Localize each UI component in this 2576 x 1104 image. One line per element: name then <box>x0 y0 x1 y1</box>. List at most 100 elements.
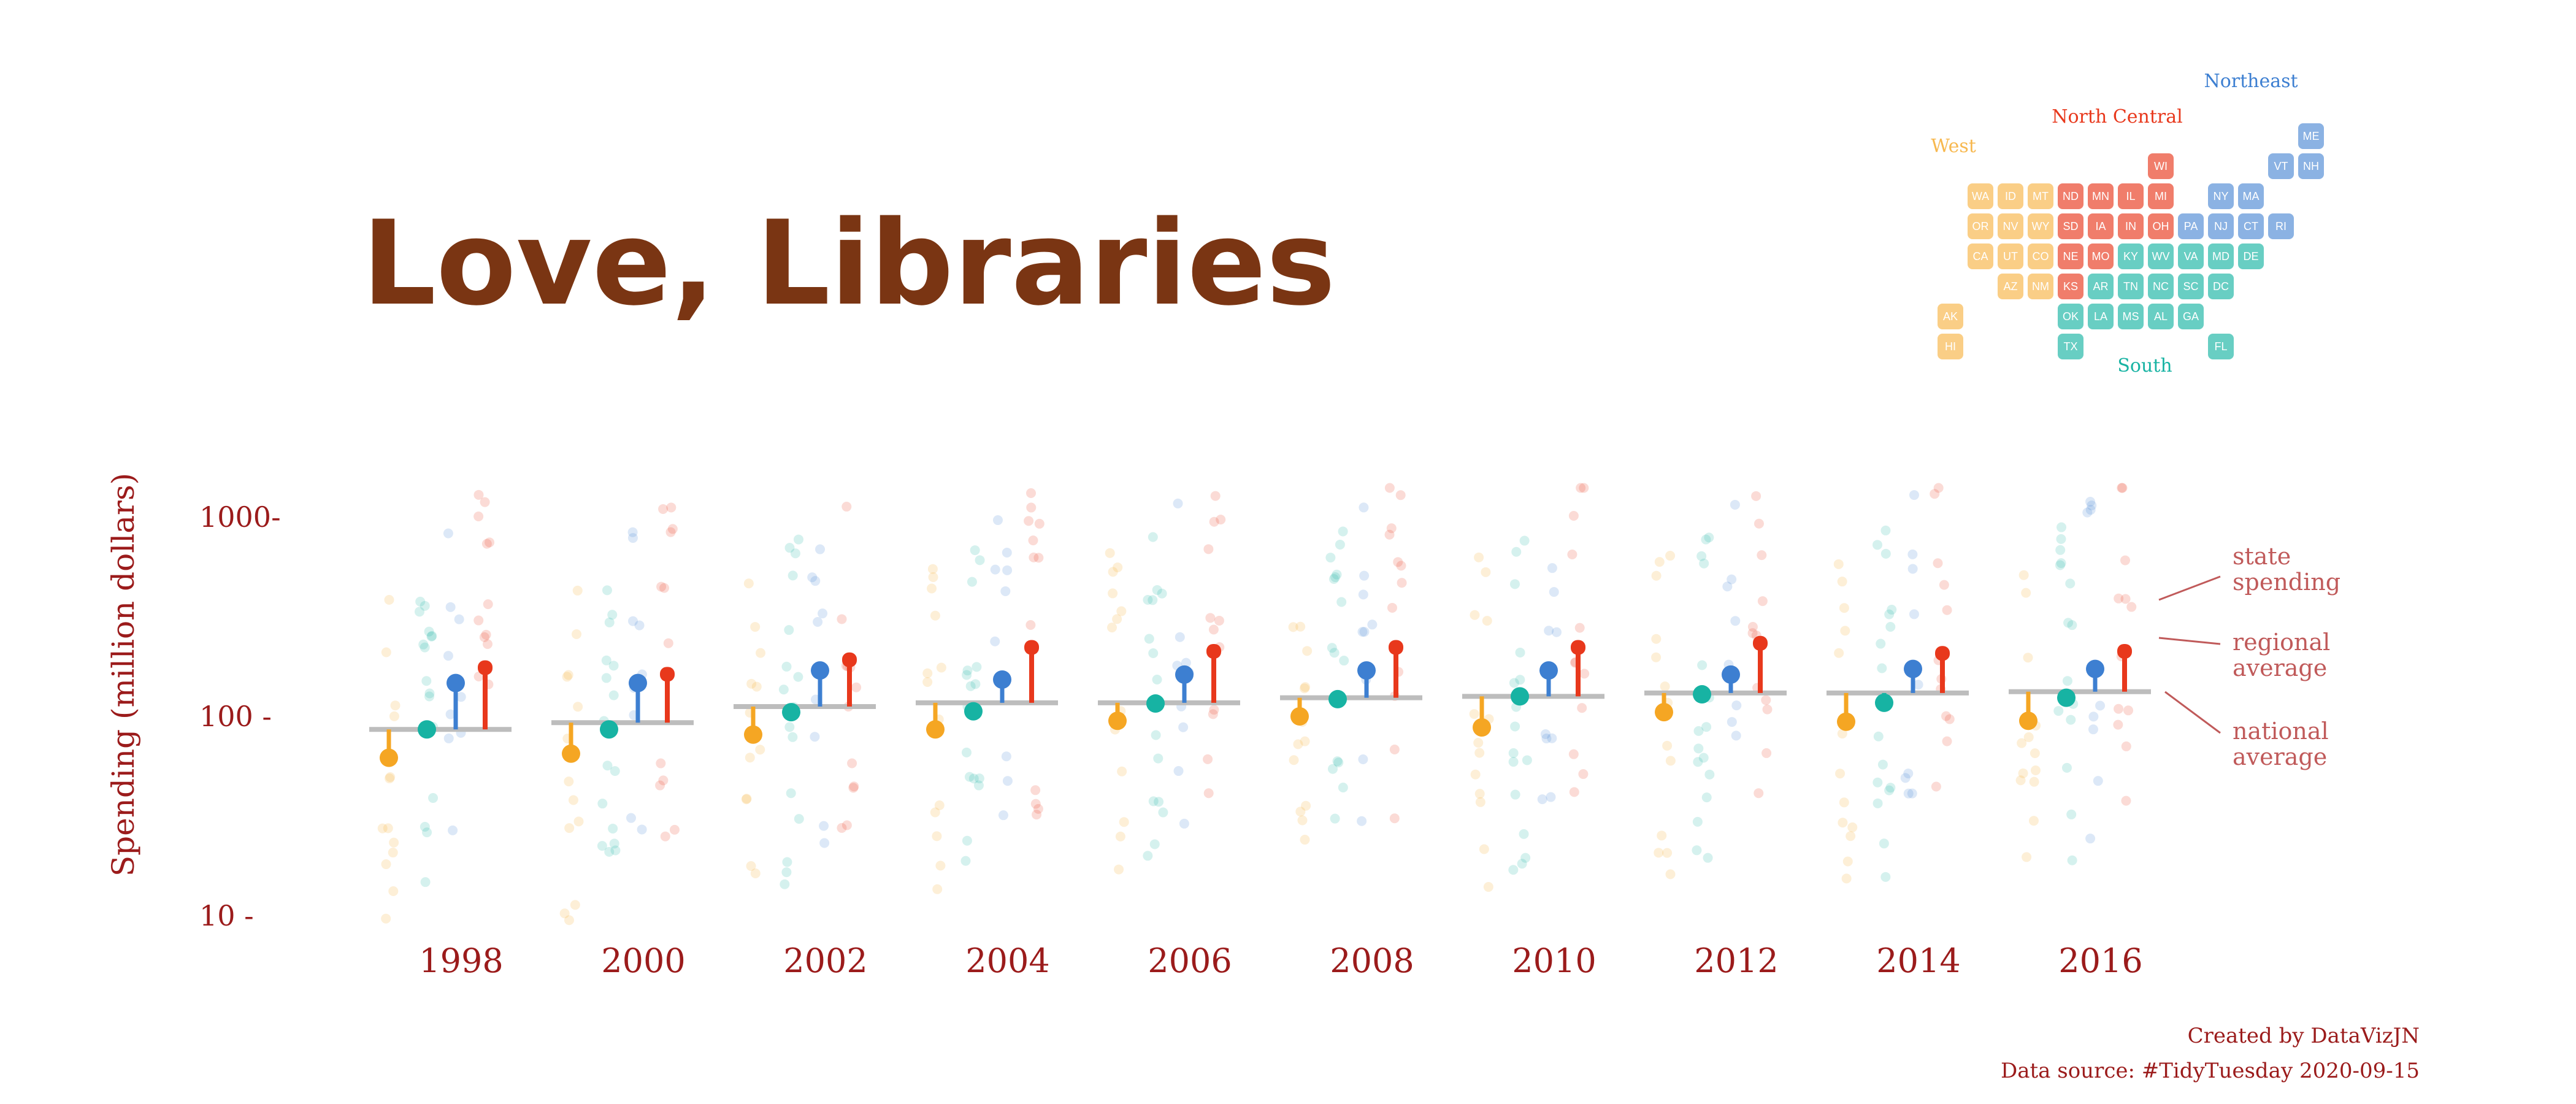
state-point <box>1576 483 1586 493</box>
state-point <box>992 515 1003 526</box>
state-point <box>778 684 789 695</box>
state-point <box>656 581 667 592</box>
annotation-line2: average <box>2233 654 2327 681</box>
y-axis-label: Spending (million dollars) <box>105 473 141 876</box>
state-tile <box>2238 213 2264 239</box>
state-point <box>1144 634 1154 644</box>
state-point <box>1105 548 1115 558</box>
state-point <box>1651 634 1662 644</box>
state-point <box>1396 561 1406 571</box>
state-point <box>932 884 943 894</box>
state-tile <box>2148 153 2174 179</box>
state-point <box>2053 706 2064 716</box>
state-tile-label: MD <box>2212 250 2229 263</box>
state-point <box>377 823 388 834</box>
state-point <box>1158 807 1168 818</box>
state-point <box>1181 657 1191 668</box>
state-point <box>964 772 975 782</box>
state-point <box>1933 558 1943 569</box>
state-point <box>2023 732 2034 742</box>
regional-average-point <box>600 720 618 739</box>
state-point <box>426 631 437 642</box>
state-point <box>1328 764 1338 774</box>
state-point <box>1143 851 1153 861</box>
state-point <box>1470 769 1481 780</box>
state-point <box>421 676 432 686</box>
state-point <box>1214 615 1224 626</box>
state-point <box>2023 653 2033 663</box>
regional-average-point <box>1571 640 1585 655</box>
state-point <box>1025 488 1036 499</box>
state-tile <box>1968 243 1993 269</box>
state-point <box>962 670 972 680</box>
state-point <box>750 622 761 632</box>
state-point <box>1693 726 1704 736</box>
state-point <box>663 638 673 648</box>
state-tile <box>2118 243 2144 269</box>
state-point <box>745 753 755 763</box>
state-point <box>810 732 820 742</box>
state-point <box>1747 628 1758 638</box>
state-point <box>930 807 940 818</box>
state-tile <box>1968 183 1993 209</box>
state-tile <box>2238 243 2264 269</box>
state-point <box>1387 602 1397 613</box>
state-point <box>1549 587 1559 597</box>
state-point <box>922 668 933 678</box>
state-point <box>1510 721 1520 732</box>
state-point <box>390 700 401 711</box>
state-tile <box>2178 243 2204 269</box>
state-point <box>1699 558 1709 569</box>
state-point <box>1877 663 1887 673</box>
state-point <box>2055 545 2066 555</box>
state-point <box>1730 616 1741 626</box>
state-tile <box>2268 153 2294 179</box>
regional-average-lollipops <box>380 635 2132 767</box>
state-point <box>627 616 638 626</box>
state-point <box>934 800 945 810</box>
state-tile-label: LA <box>2094 310 2107 323</box>
regional-average-point <box>478 660 493 675</box>
state-point <box>990 564 1000 575</box>
state-point <box>848 783 859 793</box>
state-point <box>427 631 437 641</box>
region-label: Northeast <box>2204 71 2298 92</box>
state-point <box>1754 518 1764 529</box>
state-tile <box>2298 123 2324 149</box>
state-point <box>608 661 619 671</box>
state-point <box>1838 818 1848 828</box>
state-point <box>1880 525 1891 535</box>
state-tile-label: NE <box>2063 250 2078 263</box>
state-point <box>1693 743 1704 754</box>
state-point <box>1479 844 1489 854</box>
state-point <box>1698 753 1709 763</box>
state-point <box>1551 627 1562 637</box>
state-point <box>1384 529 1395 540</box>
state-point <box>780 879 790 889</box>
state-tile <box>2088 213 2114 239</box>
state-point <box>1757 550 1767 561</box>
state-tile <box>2298 153 2324 179</box>
state-point <box>445 709 456 719</box>
state-point <box>2062 676 2072 686</box>
state-point <box>1002 565 1013 575</box>
state-point <box>1300 835 1310 845</box>
state-point <box>788 570 798 581</box>
state-point <box>1834 648 1844 658</box>
x-axis: 1998 2000 2002 2004 2006 2008 2010 2012 2014 2016 <box>419 941 2142 980</box>
state-point <box>573 702 583 712</box>
regional-average-point <box>1206 643 1221 659</box>
state-point <box>1665 756 1676 766</box>
state-tile-label: SD <box>2063 220 2078 232</box>
regional-average-point <box>1108 711 1127 730</box>
state-tile <box>2118 183 2144 209</box>
state-point <box>1395 490 1406 500</box>
state-point <box>1519 535 1530 546</box>
state-point <box>448 825 458 835</box>
state-point <box>2093 776 2103 786</box>
state-point <box>788 732 798 742</box>
state-point <box>1880 548 1891 559</box>
state-tile-label: DE <box>2243 250 2258 263</box>
state-point <box>1384 483 1395 493</box>
state-point <box>660 831 670 841</box>
